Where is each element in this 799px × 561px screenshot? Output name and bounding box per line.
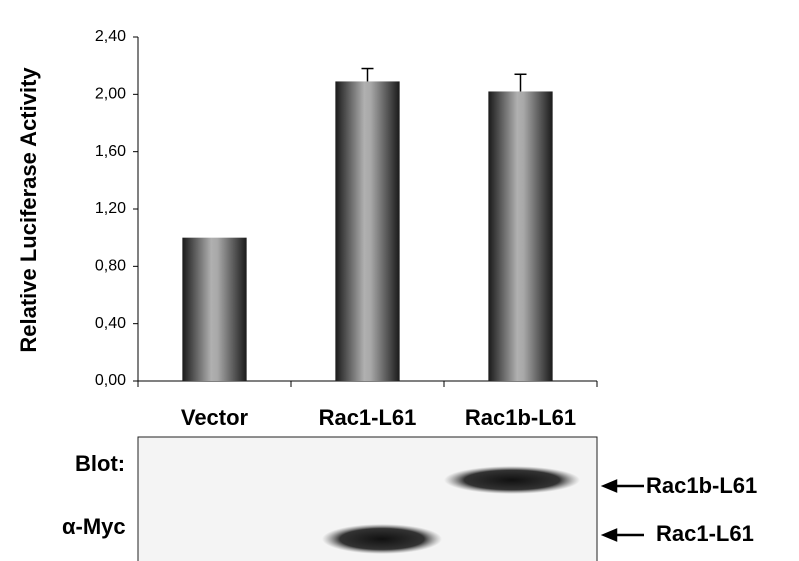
error-bar [514, 73, 527, 92]
blot-band [444, 466, 580, 494]
y-tick-label: 0,40 [95, 315, 126, 332]
y-axis-title: Relative Luciferase Activity [16, 67, 41, 353]
bar [335, 81, 400, 381]
y-tick-label: 1,60 [95, 143, 126, 160]
y-tick-label: 0,80 [95, 258, 126, 275]
blot-label: Blot: [75, 451, 125, 476]
band-label: Rac1-L61 [656, 521, 754, 546]
error-bar [361, 67, 374, 82]
x-tick-label: Vector [181, 405, 249, 430]
y-tick-label: 0,00 [95, 372, 126, 389]
y-tick-label: 2,00 [95, 86, 126, 103]
bar [182, 237, 247, 381]
y-tick-label: 2,40 [95, 28, 126, 45]
blot-label: α-Myc [62, 514, 126, 539]
x-tick-label: Rac1b-L61 [465, 405, 576, 430]
y-tick-label: 1,20 [95, 200, 126, 217]
arrows [600, 479, 644, 542]
blot-band [322, 524, 442, 554]
x-tick-label: Rac1-L61 [319, 405, 417, 430]
x-axis-ticks [137, 381, 598, 387]
bar [488, 91, 553, 381]
band-label: Rac1b-L61 [646, 473, 757, 498]
